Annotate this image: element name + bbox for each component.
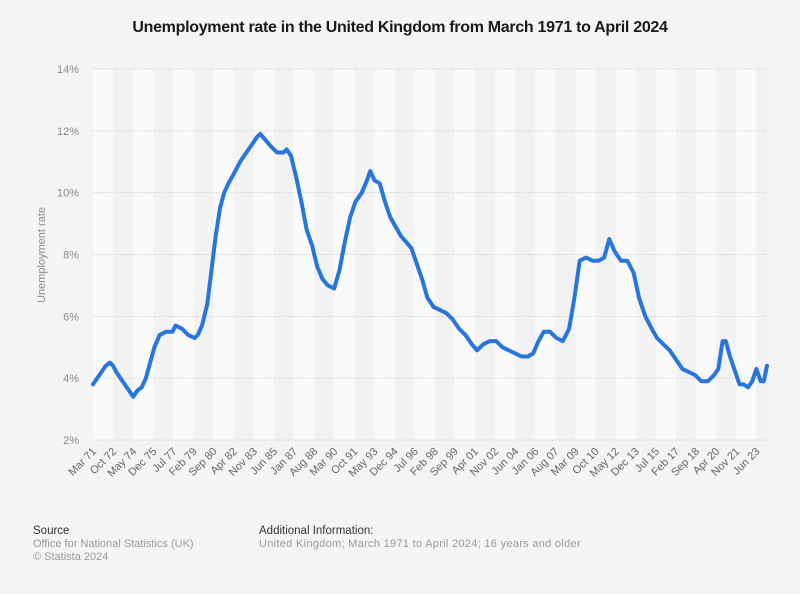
additional-info-heading: Additional Information: [259,525,374,537]
plot-band [736,69,757,440]
y-tick-label: 4% [63,373,79,385]
plot-band [213,69,234,440]
source-section: Source Office for National Statistics (U… [33,525,194,564]
y-tick-label: 10% [57,188,79,200]
y-tick-label: 2% [63,435,79,447]
plot-band [655,69,677,440]
plot-band [273,69,295,440]
y-axis-tick-labels: 2% 4% 6% 8% 10% 12% 14% [57,64,79,447]
plot-band [676,69,697,440]
additional-info-section: Additional Information: United Kingdom; … [259,525,581,551]
plot-band [193,69,214,440]
additional-info-text: United Kingdom; March 1971 to April 2024… [259,538,581,550]
y-tick-label: 6% [63,311,79,323]
plot-band [615,69,636,440]
series-line-unemployment-rate [91,131,769,399]
source-heading: Source [33,525,70,537]
plot-band [454,69,475,440]
plot-band [756,69,767,440]
y-axis-title: Unemployment rate [36,207,48,303]
plot-band [133,69,154,440]
plot-band [253,69,274,440]
y-tick-label: 8% [63,250,79,262]
source-text[interactable]: Office for National Statistics (UK) [33,538,194,550]
y-tick-label: 12% [57,126,79,138]
chart-title: Unemployment rate in the United Kingdom … [132,19,668,36]
plot-band [535,69,556,440]
plot-band [394,69,415,440]
y-tick-label: 14% [57,64,79,76]
y-gridlines [93,68,767,441]
copyright-text: © Statista 2024 [33,551,109,563]
plot-band [414,69,435,440]
